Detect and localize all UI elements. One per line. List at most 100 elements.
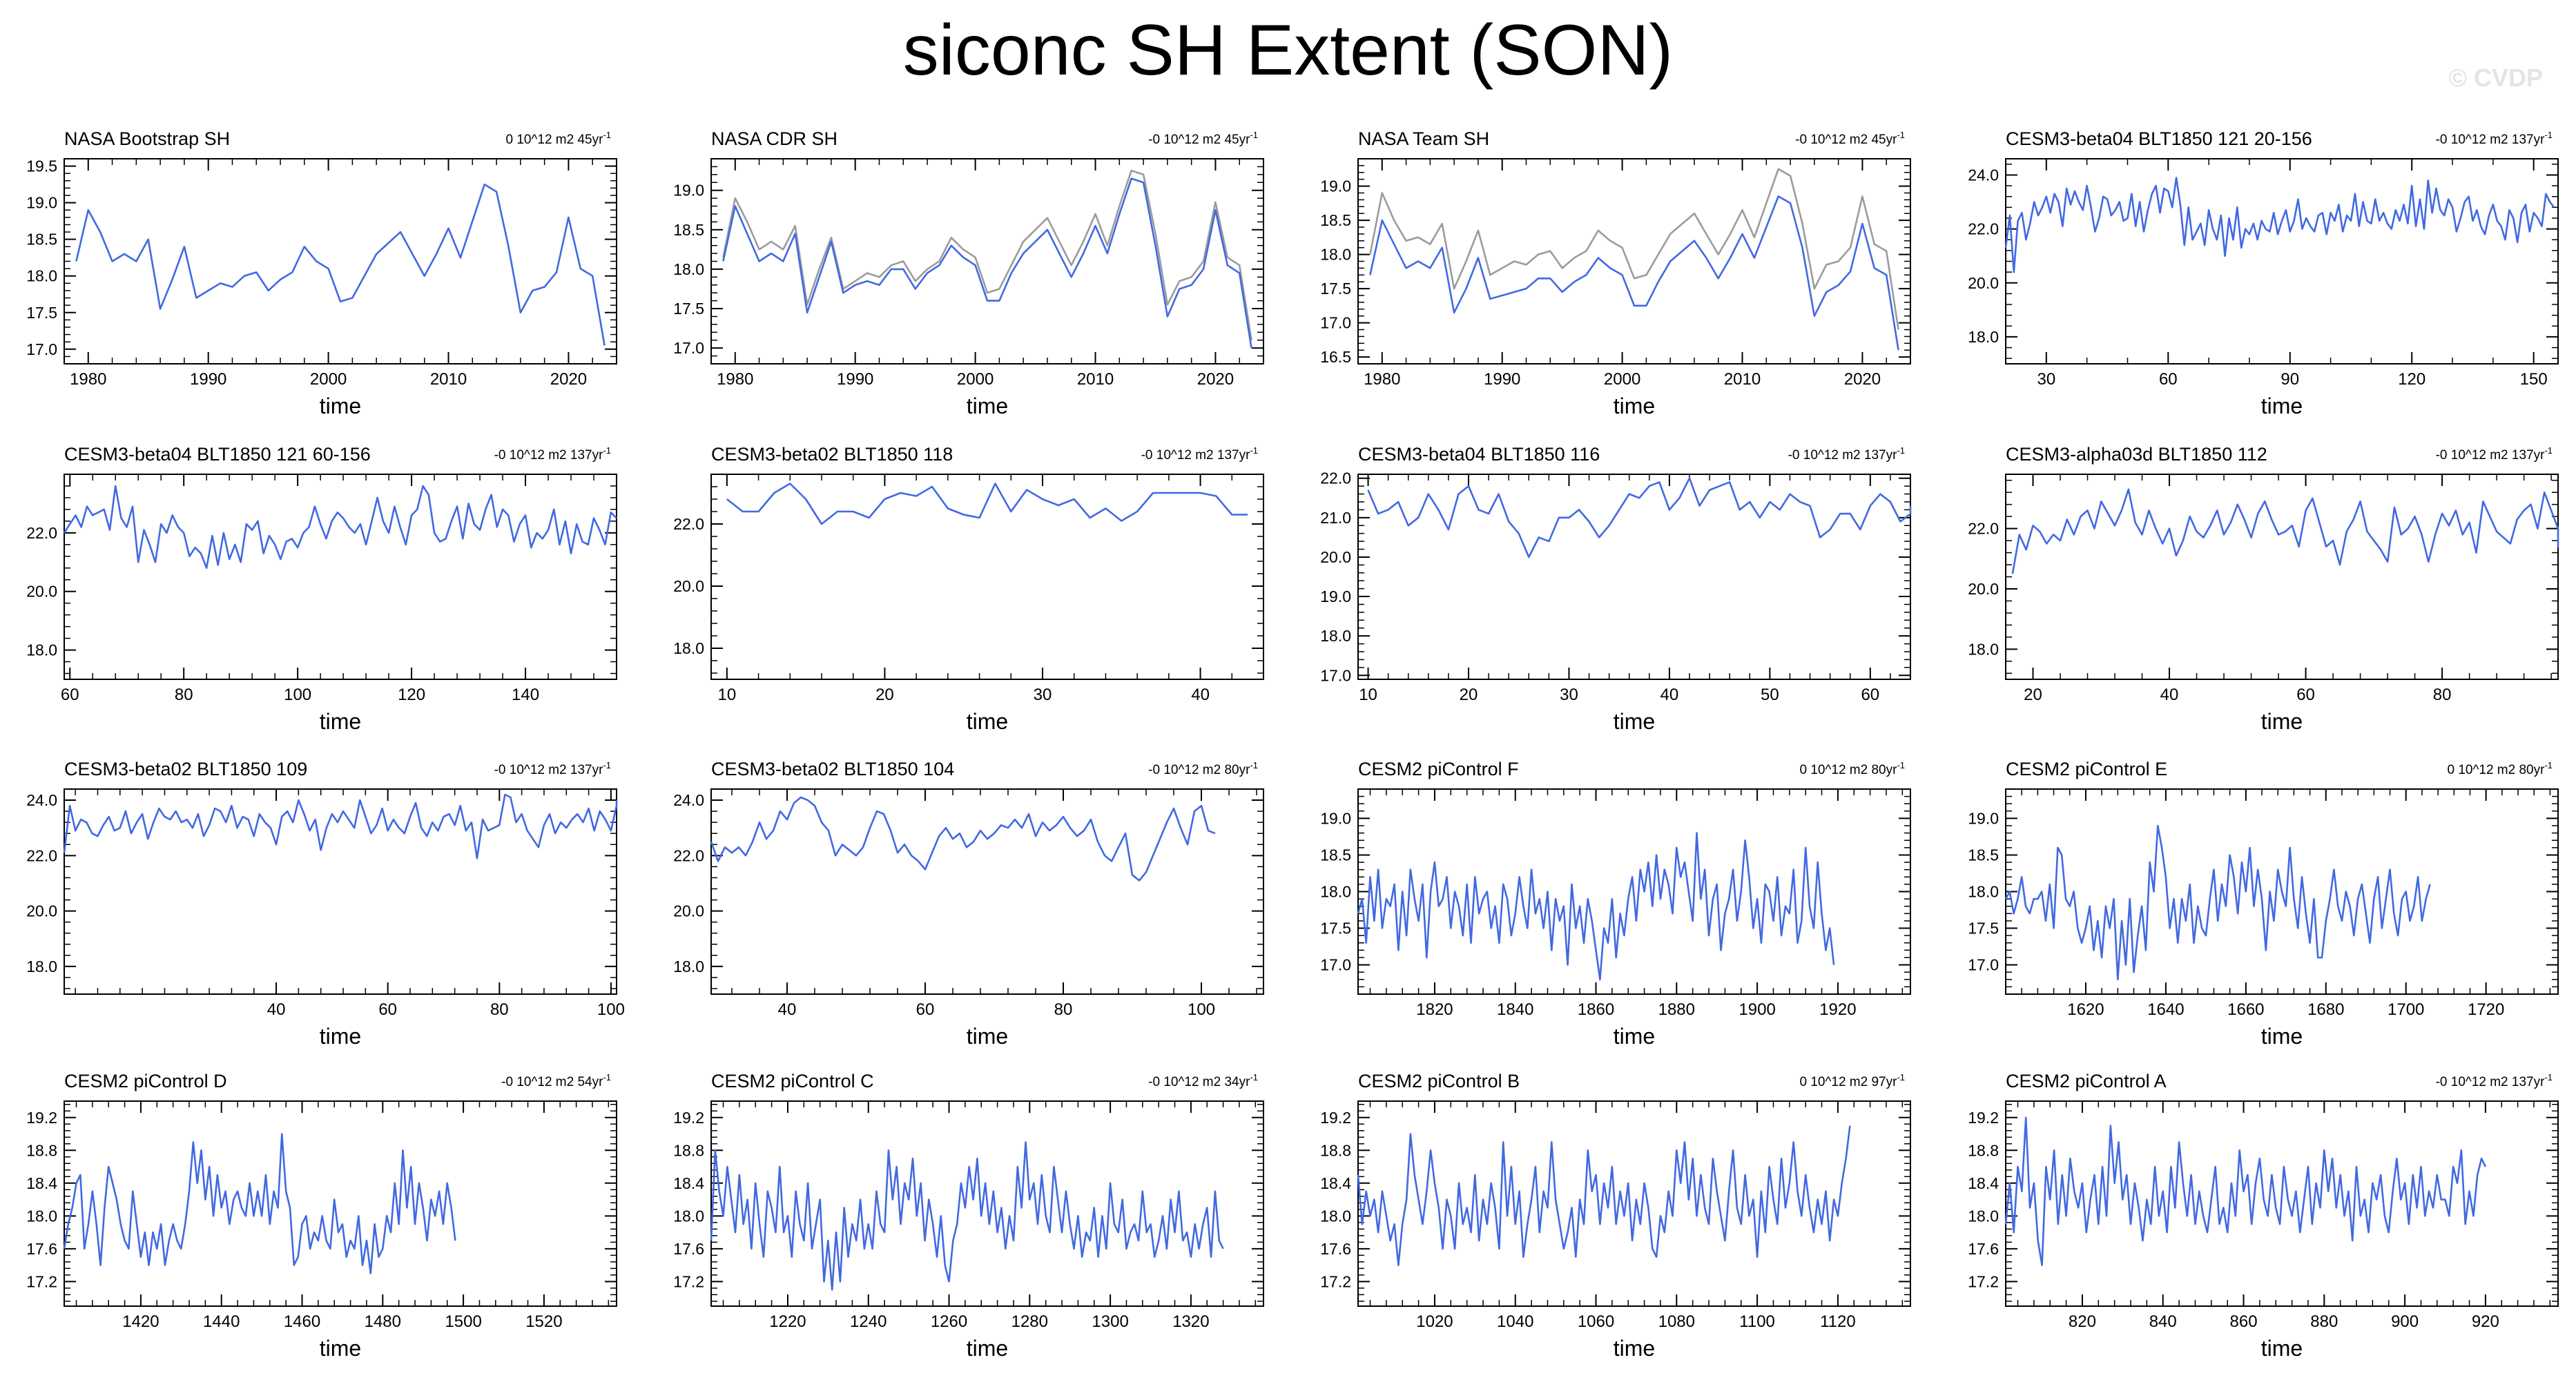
series-line xyxy=(722,177,1252,349)
chart-panel: CESM3-beta04 BLT1850 116 -0 10^12 m2 137y… xyxy=(1320,444,1912,734)
panel-title: CESM3-beta02 BLT1850 109 xyxy=(64,759,307,779)
y-tick-label: 20.0 xyxy=(1320,548,1351,566)
chart-panel: CESM2 piControl E 0 10^12 m2 80yr-1 1620 16… xyxy=(1968,759,2559,1049)
x-tick-label: 1120 xyxy=(1820,1312,1856,1331)
x-tick-label: 100 xyxy=(597,1000,625,1019)
y-tick-label: 19.0 xyxy=(1320,809,1351,827)
y-tick-label: 24.0 xyxy=(26,791,57,809)
chart-panel: CESM3-beta02 BLT1850 118 -0 10^12 m2 137y… xyxy=(673,444,1264,734)
plot-frame xyxy=(1357,474,1911,680)
x-tick-label: 40 xyxy=(267,1000,286,1019)
x-tick-label: 840 xyxy=(2149,1312,2177,1331)
panel-annotation: 0 10^12 m2 80yr-1 xyxy=(1799,760,1905,777)
panel-annotation: -0 10^12 m2 45yr-1 xyxy=(1148,130,1258,147)
x-tick-label: 1860 xyxy=(1578,1000,1614,1019)
y-tick-label: 17.5 xyxy=(673,300,704,318)
series-line xyxy=(1367,477,1912,558)
y-tick-label: 17.2 xyxy=(26,1272,57,1290)
y-tick-label: 24.0 xyxy=(673,791,704,809)
x-tick-label: 1620 xyxy=(2067,1000,2104,1019)
series-line xyxy=(726,483,1248,525)
y-tick-label: 18.8 xyxy=(673,1141,704,1159)
panel-annotation: -0 10^12 m2 137yr-1 xyxy=(2436,1072,2553,1089)
panel-annotation: 0 10^12 m2 80yr-1 xyxy=(2447,760,2553,777)
series-line xyxy=(75,183,606,346)
panel-title: CESM2 piControl C xyxy=(711,1071,874,1091)
x-tick-label: 60 xyxy=(378,1000,397,1019)
y-tick-label: 22.0 xyxy=(673,515,704,533)
y-tick-label: 17.5 xyxy=(1320,920,1351,938)
x-axis-label: time xyxy=(967,1336,1008,1361)
x-tick-label: 900 xyxy=(2391,1312,2419,1331)
x-tick-label: 1980 xyxy=(70,370,106,389)
y-tick-label: 22.0 xyxy=(26,846,57,864)
y-tick-label: 18.0 xyxy=(1968,640,1999,658)
chart-panel: CESM3-alpha03d BLT1850 112 -0 10^12 m2 13… xyxy=(1968,444,2559,734)
x-axis-label: time xyxy=(967,1024,1008,1049)
x-tick-label: 2010 xyxy=(1724,370,1761,389)
panel-title: CESM3-beta02 BLT1850 118 xyxy=(711,444,953,465)
series-line xyxy=(710,1141,1224,1291)
y-tick-label: 22.0 xyxy=(1968,520,1999,538)
y-tick-label: 21.0 xyxy=(1320,509,1351,527)
x-tick-label: 20 xyxy=(875,686,894,704)
y-tick-label: 18.0 xyxy=(673,260,704,278)
panel-annotation: -0 10^12 m2 137yr-1 xyxy=(1788,445,1905,463)
y-tick-label: 17.5 xyxy=(1320,280,1351,298)
y-tick-label: 18.0 xyxy=(1320,1207,1351,1225)
y-tick-label: 17.2 xyxy=(1320,1272,1351,1290)
y-tick-label: 19.2 xyxy=(26,1109,57,1127)
y-tick-label: 18.8 xyxy=(1968,1141,1999,1159)
series-line xyxy=(1369,195,1899,351)
y-tick-label: 22.0 xyxy=(26,524,57,542)
plot-frame xyxy=(2005,158,2559,365)
x-tick-label: 1420 xyxy=(122,1312,159,1331)
panel-annotation: -0 10^12 m2 137yr-1 xyxy=(494,445,611,463)
x-axis-label: time xyxy=(320,1336,361,1361)
x-tick-label: 1300 xyxy=(1092,1312,1128,1331)
y-tick-label: 20.0 xyxy=(673,577,704,595)
chart-panel: CESM2 piControl F 0 10^12 m2 80yr-1 1820 18… xyxy=(1320,759,1911,1049)
panel-title: NASA Team SH xyxy=(1358,128,1489,149)
series-line xyxy=(1357,1125,1851,1266)
credit-watermark: © CVDP xyxy=(2448,64,2543,92)
x-tick-label: 2000 xyxy=(1604,370,1640,389)
y-tick-label: 18.0 xyxy=(673,1207,704,1225)
y-tick-label: 19.2 xyxy=(1968,1109,1999,1127)
y-tick-label: 17.6 xyxy=(1968,1240,1999,1258)
x-tick-label: 1720 xyxy=(2468,1000,2504,1019)
x-tick-label: 2020 xyxy=(550,370,587,389)
y-tick-label: 18.0 xyxy=(1320,627,1351,645)
plot-frame xyxy=(1357,1100,1911,1307)
series-line xyxy=(63,793,618,859)
panel-annotation: -0 10^12 m2 34yr-1 xyxy=(1148,1072,1258,1089)
x-axis-label: time xyxy=(2261,1024,2303,1049)
x-tick-label: 1220 xyxy=(769,1312,806,1331)
series-line xyxy=(2004,824,2431,981)
x-tick-label: 60 xyxy=(2159,370,2178,389)
x-tick-label: 1100 xyxy=(1739,1312,1775,1331)
y-tick-label: 20.0 xyxy=(673,902,704,920)
x-axis-label: time xyxy=(2261,709,2303,734)
x-tick-label: 30 xyxy=(1560,686,1578,704)
y-tick-label: 18.5 xyxy=(26,231,57,249)
plot-frame xyxy=(64,474,617,680)
series-line xyxy=(1357,832,1835,981)
x-tick-label: 20 xyxy=(1460,686,1478,704)
x-tick-label: 1640 xyxy=(2147,1000,2184,1019)
x-tick-label: 1990 xyxy=(1484,370,1520,389)
y-tick-label: 17.0 xyxy=(1968,956,1999,974)
x-tick-label: 1260 xyxy=(931,1312,967,1331)
series-line xyxy=(722,169,1252,340)
x-tick-label: 1040 xyxy=(1497,1312,1533,1331)
chart-panel: CESM3-beta02 BLT1850 109 -0 10^12 m2 137y… xyxy=(26,759,625,1049)
x-tick-label: 860 xyxy=(2230,1312,2258,1331)
y-tick-label: 17.2 xyxy=(1968,1272,1999,1290)
x-tick-label: 90 xyxy=(2280,370,2299,389)
y-tick-label: 19.2 xyxy=(673,1109,704,1127)
y-tick-label: 18.5 xyxy=(1320,846,1351,864)
x-axis-label: time xyxy=(967,709,1008,734)
x-axis-label: time xyxy=(2261,1336,2303,1361)
x-tick-label: 1320 xyxy=(1172,1312,1209,1331)
x-tick-label: 10 xyxy=(1359,686,1377,704)
